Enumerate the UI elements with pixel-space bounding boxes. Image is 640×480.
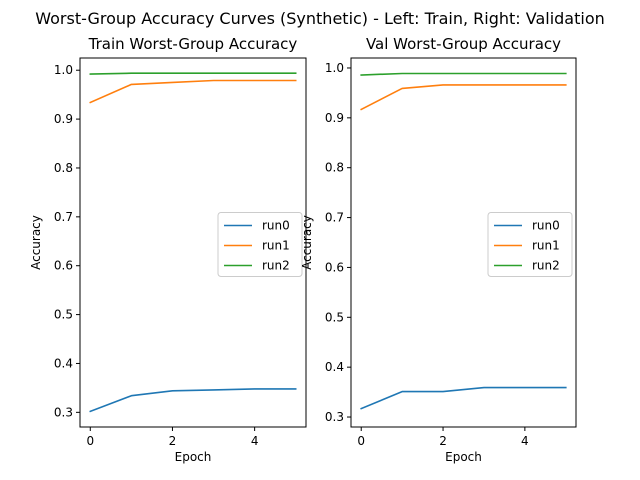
train-y-tick-label: 0.8 — [54, 161, 73, 175]
val-legend-label-run1: run1 — [532, 239, 560, 253]
val-y-axis-label: Accuracy — [300, 215, 314, 270]
train-y-axis-label: Accuracy — [29, 215, 43, 270]
val-legend-label-run2: run2 — [532, 259, 560, 273]
train-series-run0-line — [89, 388, 297, 413]
val-legend: run0 run1 run2 — [487, 212, 573, 277]
val-chart-title: Val Worst-Group Accuracy — [366, 35, 561, 53]
val-axes-frame — [350, 57, 577, 428]
train-y-tick-label: 0.4 — [54, 356, 73, 370]
val-series-run0-line — [360, 386, 567, 410]
train-x-tick-label: 2 — [169, 434, 177, 448]
train-series-run2-line — [89, 72, 297, 75]
train-legend: run0 run1 run2 — [217, 212, 303, 277]
figure-title: Worst-Group Accuracy Curves (Synthetic) … — [35, 9, 605, 28]
train-series-run1-line — [89, 79, 297, 104]
val-y-tick-label: 0.7 — [325, 211, 344, 225]
train-panel: Train Worst-Group Accuracy 0 2 4 0.3 0.4 0.5 0.… — [29, 35, 307, 464]
train-y-tick-label: 0.9 — [54, 112, 73, 126]
val-x-axis-label: Epoch — [445, 450, 482, 464]
val-series-run1-line — [360, 84, 567, 111]
val-legend-box — [487, 212, 573, 277]
train-chart-title: Train Worst-Group Accuracy — [88, 35, 298, 53]
val-y-tick-label: 1.0 — [325, 61, 344, 75]
train-y-tick-label: 0.6 — [54, 259, 73, 273]
train-axes-frame — [79, 57, 307, 428]
val-y-tick-label: 0.4 — [325, 360, 344, 374]
train-x-tick-label: 4 — [251, 434, 259, 448]
train-y-tick-label: 0.3 — [54, 405, 73, 419]
val-series-run2-line — [360, 72, 567, 76]
train-y-tick-label: 0.5 — [54, 308, 73, 322]
val-x-tick-label: 0 — [357, 434, 365, 448]
val-y-tick-label: 0.5 — [325, 310, 344, 324]
val-x-tick-label: 2 — [439, 434, 447, 448]
val-y-tick-label: 0.6 — [325, 260, 344, 274]
val-y-tick-label: 0.8 — [325, 161, 344, 175]
train-legend-box — [217, 212, 303, 277]
val-y-tick-label: 0.3 — [325, 410, 344, 424]
val-x-tick-label: 4 — [521, 434, 529, 448]
val-y-tick-label: 0.9 — [325, 111, 344, 125]
train-legend-label-run0: run0 — [262, 219, 290, 233]
val-panel: Val Worst-Group Accuracy 0 2 4 0.3 0.4 0.5 0.6 0… — [300, 35, 577, 464]
val-legend-label-run0: run0 — [532, 219, 560, 233]
train-y-tick-label: 0.7 — [54, 210, 73, 224]
train-y-tick-label: 1.0 — [54, 63, 73, 77]
train-x-axis-label: Epoch — [175, 450, 212, 464]
train-x-tick-label: 0 — [86, 434, 94, 448]
train-legend-label-run1: run1 — [262, 239, 290, 253]
train-legend-label-run2: run2 — [262, 259, 290, 273]
